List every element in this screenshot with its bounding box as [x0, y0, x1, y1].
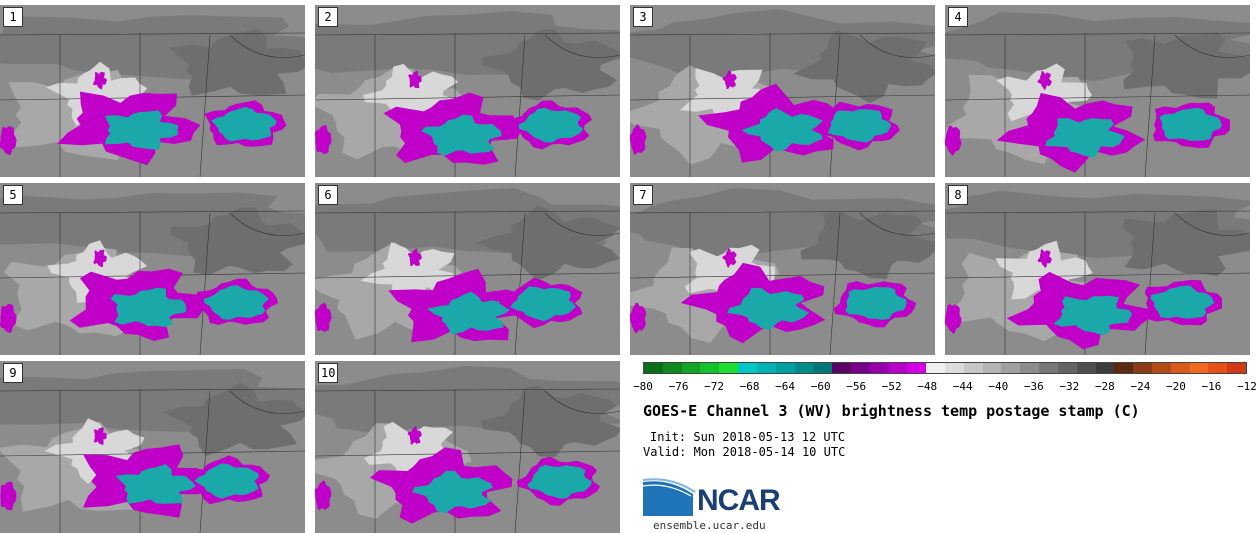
ensemble-panel-3: 3 [630, 5, 935, 177]
colorbar-tick-label: −72 [704, 380, 724, 393]
panel-number-label: 6 [318, 185, 338, 205]
colorbar-swatch [813, 363, 833, 373]
colorbar-swatch [1189, 363, 1209, 373]
colorbar-tick-label: −64 [775, 380, 796, 393]
colorbar-swatch [907, 363, 927, 373]
water-vapor-map [0, 192, 305, 355]
colorbar-swatch [794, 363, 814, 373]
water-vapor-map [945, 190, 1250, 355]
panel-number-label: 10 [318, 363, 339, 383]
colorbar-tick-label: −20 [1166, 380, 1186, 393]
water-vapor-map [315, 11, 620, 177]
colorbar-swatch [1227, 363, 1246, 373]
colorbar-tick-label: −60 [810, 380, 831, 393]
colorbar-tick-label: −56 [846, 380, 867, 393]
colorbar [643, 362, 1247, 374]
panel-number-label: 4 [948, 7, 968, 27]
ensemble-panel-6: 6 [315, 183, 620, 355]
colorbar-swatch [662, 363, 682, 373]
colorbar-swatch [1208, 363, 1228, 373]
ensemble-panel-9: 9 [0, 361, 305, 533]
colorbar-swatch [1095, 363, 1115, 373]
colorbar-tick-label: −80 [633, 380, 653, 393]
colorbar-tick-label: −76 [668, 380, 689, 393]
colorbar-tick-label: −36 [1023, 380, 1044, 393]
init-time: Init: Sun 2018-05-13 12 UTC [650, 430, 846, 444]
colorbar-swatch [1039, 363, 1058, 373]
colorbar-swatch [982, 363, 1002, 373]
colorbar-swatch [945, 363, 964, 373]
colorbar-swatch [644, 363, 663, 373]
ensemble-panel-7: 7 [630, 183, 935, 355]
site-url: ensemble.ucar.edu [653, 519, 766, 532]
panel-number-label: 1 [3, 7, 23, 27]
colorbar-swatch [1001, 363, 1021, 373]
colorbar-swatch [963, 363, 983, 373]
colorbar-tick-label: −16 [1201, 380, 1222, 393]
ensemble-panel-4: 4 [945, 5, 1250, 177]
panel-number-label: 2 [318, 7, 338, 27]
colorbar-swatch [869, 363, 889, 373]
colorbar-swatch [738, 363, 757, 373]
colorbar-swatch [1020, 363, 1040, 373]
ensemble-panel-2: 2 [315, 5, 620, 177]
panel-number-label: 3 [633, 7, 653, 27]
colorbar-swatch [719, 363, 739, 373]
colorbar-swatch [1057, 363, 1077, 373]
colorbar-tick-label: −44 [952, 380, 973, 393]
colorbar-swatch [888, 363, 908, 373]
panel-number-label: 9 [3, 363, 23, 383]
colorbar-tick-label: −24 [1130, 380, 1151, 393]
colorbar-tick-label: −52 [881, 380, 902, 393]
colorbar-tick-label: −32 [1059, 380, 1080, 393]
colorbar-tick-label: −28 [1094, 380, 1115, 393]
water-vapor-map [945, 12, 1250, 177]
colorbar-swatch [1114, 363, 1134, 373]
ncar-logo-icon [643, 478, 696, 516]
panel-number-label: 7 [633, 185, 653, 205]
colorbar-swatch [681, 363, 701, 373]
water-vapor-map [630, 188, 935, 355]
colorbar-tick-label: −40 [988, 380, 1009, 393]
colorbar-tick-label: −48 [917, 380, 938, 393]
water-vapor-map [0, 368, 305, 533]
ensemble-panel-5: 5 [0, 183, 305, 355]
valid-time: Valid: Mon 2018-05-14 10 UTC [643, 445, 846, 459]
colorbar-swatch [1151, 363, 1171, 373]
colorbar-tick-labels: −80 −76 −72 −68 −64 −60 −56 −52 −48 −44 −40 −36 −32 −… [633, 380, 1257, 394]
colorbar-swatch [1076, 363, 1096, 373]
colorbar-swatch [700, 363, 720, 373]
panel-number-label: 8 [948, 185, 968, 205]
water-vapor-map [0, 15, 305, 177]
water-vapor-map [630, 9, 935, 177]
colorbar-swatch [775, 363, 795, 373]
colorbar-swatch [850, 363, 870, 373]
colorbar-swatch [756, 363, 776, 373]
colorbar-swatch [832, 363, 851, 373]
colorbar-swatch [1170, 363, 1190, 373]
colorbar-tick-label: −12 [1237, 380, 1257, 393]
colorbar-swatch [1133, 363, 1152, 373]
colorbar-tick-label: −68 [739, 380, 760, 393]
water-vapor-map [315, 188, 620, 355]
ensemble-panel-10: 10 [315, 361, 620, 533]
ensemble-panel-8: 8 [945, 183, 1250, 355]
figure-title: GOES-E Channel 3 (WV) brightness temp po… [643, 402, 1140, 420]
colorbar-swatch [926, 363, 945, 373]
panel-number-label: 5 [3, 185, 23, 205]
ensemble-panel-1: 1 [0, 5, 305, 177]
ncar-logo-text: NCAR [697, 484, 781, 517]
water-vapor-map [315, 366, 620, 533]
